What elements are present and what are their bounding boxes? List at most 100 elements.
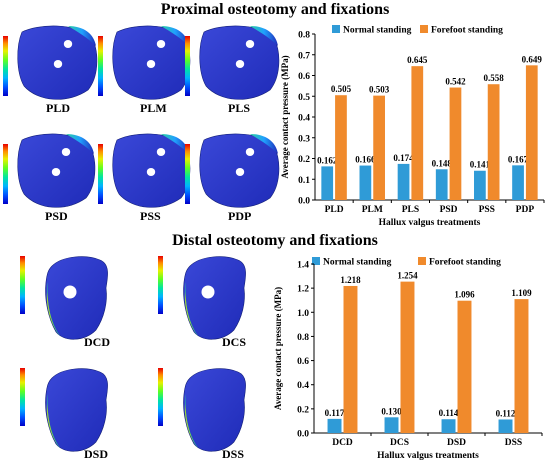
proximal-model-label: PDP [228, 209, 251, 223]
distal-contour-figures: DCD DCS DSD DSS [20, 256, 246, 461]
data-label: 0.503 [369, 85, 390, 95]
bar-normal-pdp [512, 165, 524, 200]
data-label: 1.254 [397, 271, 418, 281]
x-tick-label: PSD [440, 205, 458, 215]
y-tick-label: 1.4 [297, 261, 309, 271]
distal-model-dcs: DCS [158, 256, 246, 349]
colorbar-gradient [20, 256, 25, 314]
colorbar-icon [185, 36, 190, 96]
y-tick-label: 0.8 [297, 333, 309, 343]
x-axis-title: Hallux valgus treatments [379, 218, 481, 228]
x-tick-label: DCD [332, 438, 353, 448]
bar-normal-dcs [384, 417, 399, 433]
proximal-model-label: PSD [45, 209, 68, 223]
bar-forefoot-plm [373, 95, 385, 200]
y-tick-label: 0.1 [298, 176, 310, 186]
proximal-model-label: PLS [228, 101, 250, 115]
distal-model-label: DSD [84, 447, 108, 461]
x-axis-title: Hallux valgus treatments [377, 451, 479, 461]
y-tick-label: 0.4 [298, 114, 310, 124]
bar-normal-dss [498, 419, 513, 433]
colorbar-gradient [158, 368, 163, 426]
x-tick-label: PLS [402, 205, 419, 215]
y-tick-label: 0.4 [297, 381, 309, 391]
data-label: 0.114 [439, 408, 459, 418]
pressure-peak [184, 404, 195, 444]
screw-hole-top [61, 148, 71, 156]
colorbar-gradient [20, 368, 25, 426]
bar-normal-plm [359, 165, 372, 200]
screw-hole [63, 285, 77, 299]
legend-swatch-forefoot [420, 25, 428, 33]
bar-forefoot-dsd [457, 300, 472, 433]
legend-swatch-normal [312, 257, 320, 265]
x-tick-label: DSD [447, 438, 466, 448]
bone-contour-icon [183, 256, 246, 340]
proximal-contour-figures: PLD PLM PLS PSD PSS PDP [3, 25, 280, 223]
screw-hole-bottom [146, 60, 156, 68]
data-label: 0.166 [355, 155, 376, 165]
data-label: 0.148 [432, 158, 453, 168]
proximal-model-psd: PSD [3, 133, 96, 223]
bar-normal-pld [321, 166, 334, 200]
proximal-model-pls: PLS [185, 25, 280, 115]
colorbar-gradient [3, 36, 8, 96]
screw-hole-top [245, 40, 255, 48]
y-tick-label: 0.8 [298, 31, 310, 41]
data-label: 0.167 [508, 154, 529, 164]
bar-forefoot-psd [449, 87, 462, 200]
colorbar-gradient [98, 144, 103, 204]
legend-label-forefoot: Forefoot standing [431, 26, 503, 36]
pressure-hotspot [161, 26, 189, 46]
x-tick-label: PLD [325, 205, 344, 215]
colorbar-icon [158, 368, 163, 426]
colorbar-gradient [185, 144, 190, 204]
data-label: 0.645 [407, 55, 428, 65]
pressure-hotspot [250, 134, 278, 154]
y-tick-label: 0.0 [297, 430, 309, 440]
x-tick-label: PDP [516, 205, 535, 215]
screw-hole-bottom [51, 168, 61, 176]
legend-label-normal: Normal standing [323, 258, 392, 268]
y-tick-label: 0.2 [297, 405, 309, 415]
screw-hole-bottom [146, 168, 156, 176]
data-label: 1.096 [454, 290, 475, 300]
legend-label-normal: Normal standing [343, 26, 412, 36]
colorbar-icon [158, 256, 163, 314]
data-label: 0.117 [325, 408, 345, 418]
bar-forefoot-pls [411, 66, 424, 200]
colorbar-icon [3, 36, 8, 96]
y-tick-label: 0.0 [298, 197, 310, 207]
proximal-model-pdp: PDP [185, 133, 280, 223]
colorbar-gradient [158, 256, 163, 314]
pressure-peak [46, 292, 57, 332]
screw-hole [201, 285, 215, 299]
proximal-pressure-chart: Normal standing Forefoot standing 0.0 0.1 0.… [280, 25, 545, 228]
data-label: 0.558 [483, 73, 504, 83]
pressure-hotspot [68, 26, 96, 46]
x-tick-label: PLM [362, 205, 383, 215]
proximal-model-pld: PLD [3, 25, 98, 115]
bar-forefoot-dcs [400, 281, 415, 433]
screw-hole-bottom [235, 168, 245, 176]
pressure-peak [184, 292, 195, 332]
legend-swatch-normal [332, 25, 340, 33]
data-label: 0.162 [317, 155, 338, 165]
pressure-hotspot [161, 134, 189, 154]
data-label: 0.141 [470, 160, 491, 170]
data-label: 0.505 [331, 84, 352, 94]
distal-model-dsd: DSD [20, 368, 108, 461]
bar-forefoot-pss [487, 84, 500, 200]
proximal-model-label: PLD [46, 101, 70, 115]
colorbar-icon [98, 36, 103, 96]
distal-model-label: DCD [84, 335, 110, 349]
y-tick-label: 1.0 [297, 309, 309, 319]
colorbar-gradient [98, 36, 103, 96]
bar-forefoot-dcd [343, 285, 358, 433]
colorbar-gradient [185, 36, 190, 96]
distal-model-dss: DSS [158, 368, 246, 461]
bar-normal-dcd [327, 418, 342, 433]
y-tick-label: 0.3 [298, 134, 310, 144]
pressure-hotspot [66, 134, 94, 154]
colorbar-icon [3, 144, 8, 204]
